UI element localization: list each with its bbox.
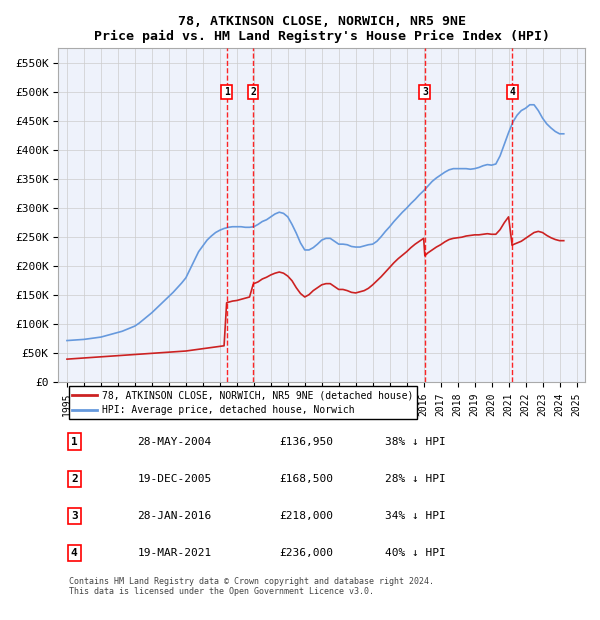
Text: 4: 4: [509, 87, 515, 97]
Text: £168,500: £168,500: [280, 474, 334, 484]
Text: 2: 2: [71, 474, 77, 484]
Text: £236,000: £236,000: [280, 548, 334, 558]
Text: Contains HM Land Registry data © Crown copyright and database right 2024.
This d: Contains HM Land Registry data © Crown c…: [69, 577, 434, 596]
Text: 28-MAY-2004: 28-MAY-2004: [137, 436, 212, 447]
Text: 19-MAR-2021: 19-MAR-2021: [137, 548, 212, 558]
Text: 3: 3: [71, 511, 77, 521]
Legend: 78, ATKINSON CLOSE, NORWICH, NR5 9NE (detached house), HPI: Average price, detac: 78, ATKINSON CLOSE, NORWICH, NR5 9NE (de…: [68, 386, 417, 419]
Text: 28% ↓ HPI: 28% ↓ HPI: [385, 474, 446, 484]
Text: 4: 4: [71, 548, 77, 558]
Text: 40% ↓ HPI: 40% ↓ HPI: [385, 548, 446, 558]
Text: 34% ↓ HPI: 34% ↓ HPI: [385, 511, 446, 521]
Title: 78, ATKINSON CLOSE, NORWICH, NR5 9NE
Price paid vs. HM Land Registry's House Pri: 78, ATKINSON CLOSE, NORWICH, NR5 9NE Pri…: [94, 15, 550, 43]
Text: 1: 1: [224, 87, 230, 97]
Text: 28-JAN-2016: 28-JAN-2016: [137, 511, 212, 521]
Text: £218,000: £218,000: [280, 511, 334, 521]
Text: 38% ↓ HPI: 38% ↓ HPI: [385, 436, 446, 447]
Text: 2: 2: [250, 87, 256, 97]
Text: £136,950: £136,950: [280, 436, 334, 447]
Text: 1: 1: [71, 436, 77, 447]
Text: 19-DEC-2005: 19-DEC-2005: [137, 474, 212, 484]
Text: 3: 3: [422, 87, 428, 97]
